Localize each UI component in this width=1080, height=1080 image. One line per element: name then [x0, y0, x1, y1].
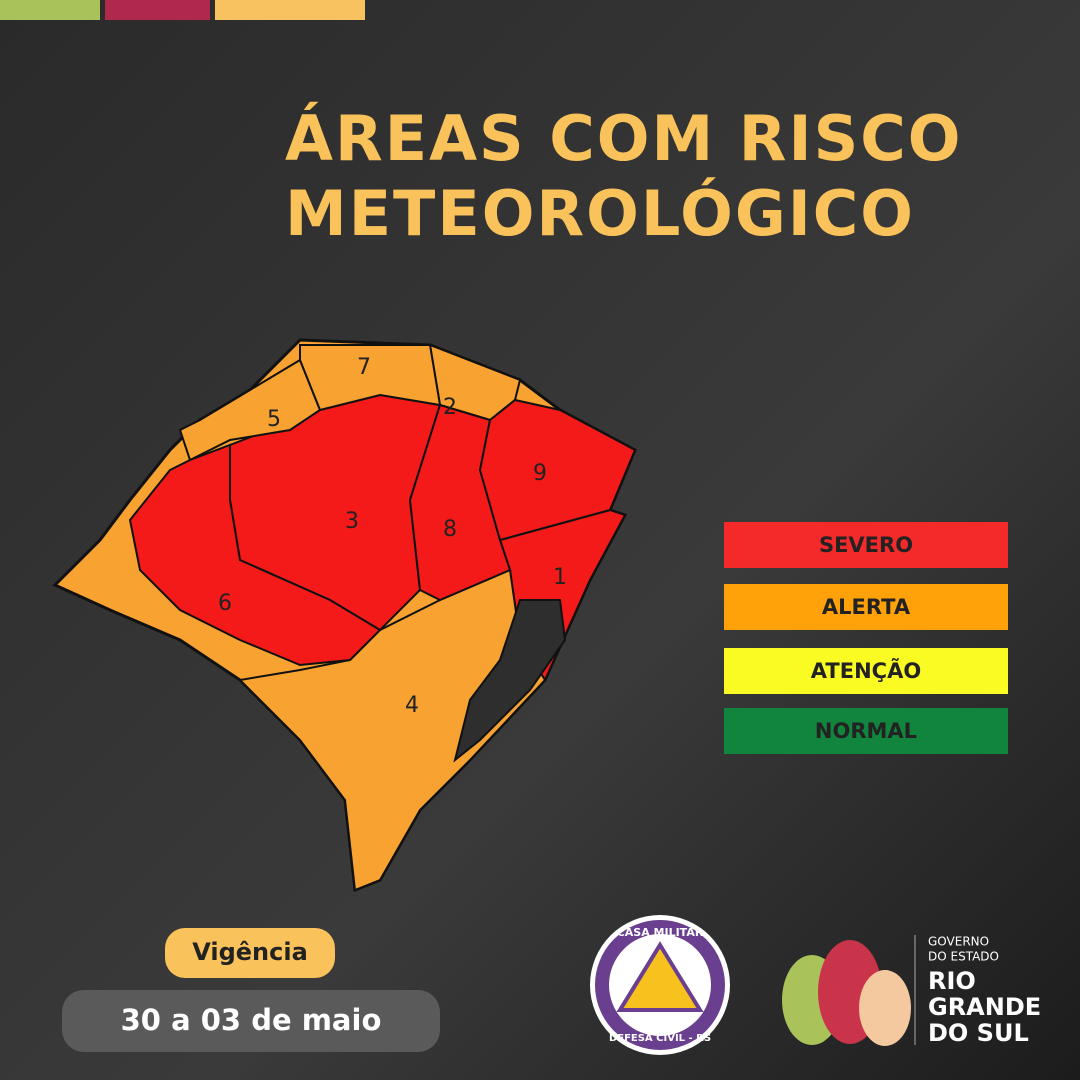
region-label: 1: [553, 565, 567, 590]
legend-swatch: [724, 648, 1008, 694]
government-text: RIO: [928, 967, 976, 995]
validity-pill: [165, 928, 335, 978]
top-bar: [105, 0, 210, 20]
legend-swatch: [724, 584, 1008, 630]
legend-swatch: [724, 522, 1008, 568]
government-text: DO SUL: [928, 1019, 1029, 1047]
lagoon: [453, 599, 567, 763]
region-label: 6: [218, 591, 232, 616]
logo-top-text: CASA MILITAR: [617, 926, 704, 939]
government-text: DO ESTADO: [928, 950, 999, 964]
logo-bottom-text: DEFESA CIVIL - RS: [609, 1033, 711, 1044]
map: 1 2 3 4 5 6 7 8 9: [52, 338, 637, 893]
date-pill: [62, 990, 440, 1052]
region-label: 2: [443, 395, 457, 420]
legend-label: ATENÇÃO: [811, 658, 921, 683]
legend-label: ALERTA: [822, 595, 911, 619]
region-label: 5: [267, 407, 281, 432]
logo-ring: [595, 920, 725, 1050]
region: [478, 398, 637, 542]
legend: SEVERO ALERTA ATENÇÃO NORMAL: [724, 522, 1008, 754]
region: [299, 344, 442, 412]
legend-swatch: [724, 708, 1008, 754]
region-label: 8: [443, 517, 457, 542]
top-bar: [0, 0, 100, 20]
validity-label: Vigência: [192, 938, 308, 966]
region: [128, 443, 382, 667]
legend-label: NORMAL: [815, 719, 917, 743]
title-line: ÁREAS COM RISCO: [285, 102, 962, 175]
region-label: 9: [533, 461, 547, 486]
region-label: 7: [357, 355, 371, 380]
title-line: METEOROLÓGICO: [285, 177, 915, 250]
logo-triangle: [616, 941, 704, 1012]
government-text: GRANDE: [928, 993, 1041, 1021]
legend-label: SEVERO: [819, 533, 913, 557]
government-text: GOVERNO: [928, 935, 989, 949]
silhouette: [859, 970, 911, 1046]
validity-dates: 30 a 03 de maio: [121, 1003, 382, 1037]
region-label: 3: [345, 509, 359, 534]
region-label: 4: [405, 693, 419, 718]
top-bar: [215, 0, 365, 20]
